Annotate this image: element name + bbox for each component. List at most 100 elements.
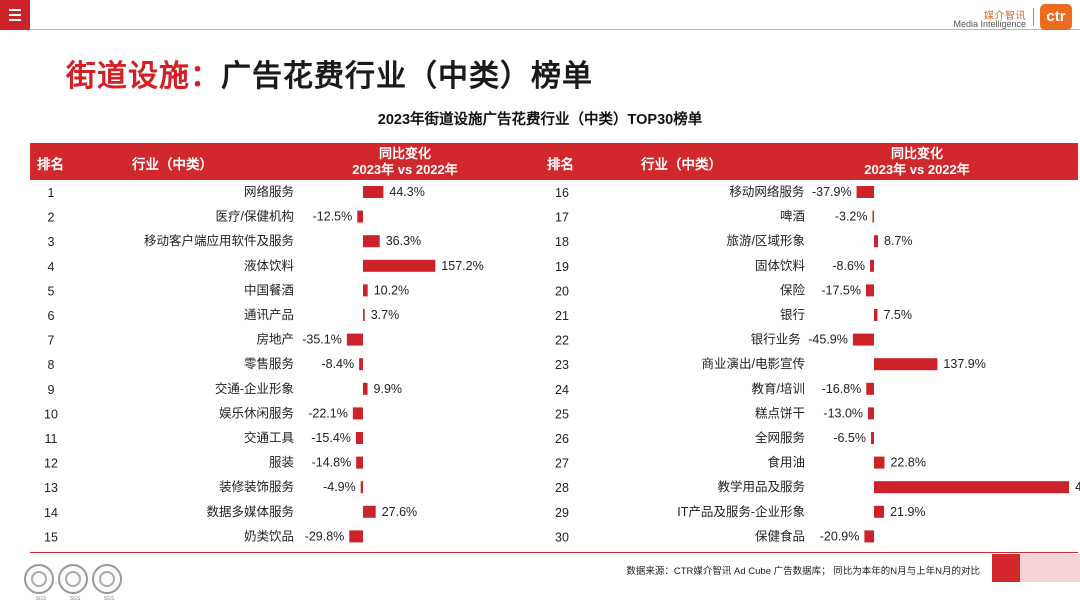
header-rank-right: 排名 (547, 157, 574, 172)
logo-mark: ctr (1040, 4, 1072, 30)
data-label: 21.9% (890, 505, 925, 519)
category-label: 全网服务 (755, 430, 805, 445)
category-label: 医疗/保健机构 (216, 209, 294, 224)
page-title-main: 广告花费行业（中类）榜单 (221, 60, 593, 93)
rank-label: 20 (555, 284, 569, 298)
header-change-right: 同比变化 2023年 vs 2022年 (864, 146, 970, 177)
category-label: 移动客户端应用软件及服务 (144, 233, 294, 248)
bar (360, 481, 363, 494)
data-label: -17.5% (821, 283, 861, 297)
rank-label: 22 (555, 334, 569, 348)
top-divider (30, 29, 1080, 30)
data-label: 157.2% (441, 259, 483, 273)
bar (874, 456, 885, 469)
data-label: -8.4% (321, 357, 354, 371)
data-label: -14.8% (312, 456, 352, 470)
page-title-prefix: 街道设施： (66, 60, 221, 93)
data-label: -37.9% (812, 185, 852, 199)
bar (874, 309, 878, 321)
rank-label: 12 (44, 457, 58, 471)
bar (872, 210, 874, 223)
category-label: 交通工具 (244, 430, 295, 445)
rank-label: 1 (48, 186, 55, 200)
data-label: 10.2% (374, 283, 409, 297)
footer-red-block (992, 554, 1020, 582)
category-label: 教学用品及服务 (717, 479, 805, 494)
category-label: 银行 (780, 308, 805, 322)
data-label: 27.6% (382, 505, 417, 519)
header-industry-left: 行业（中类） (132, 157, 213, 172)
bar (363, 235, 380, 248)
bar (874, 358, 938, 371)
rank-label: 26 (555, 432, 569, 446)
category-label: 移动网络服务 (729, 184, 804, 199)
data-label: -45.9% (808, 333, 848, 347)
category-label: 房地产 (256, 332, 294, 347)
bar (363, 382, 368, 395)
data-label: -12.5% (313, 210, 353, 224)
rank-label: 28 (555, 481, 569, 495)
bar (856, 186, 874, 198)
category-label: 商业演出/电影宣传 (702, 356, 805, 371)
category-label: 液体饮料 (244, 258, 295, 273)
logo-cn-text: 媒介智讯 (984, 11, 1026, 22)
rank-label: 27 (555, 457, 569, 471)
data-label: 3.7% (371, 308, 400, 322)
bar (357, 210, 363, 223)
category-label: 保险 (780, 282, 806, 297)
bar (363, 284, 368, 297)
sgs-badge-icon: SGS (58, 564, 88, 602)
rank-label: 19 (555, 260, 569, 274)
rank-label: 30 (555, 530, 569, 544)
data-label: -22.1% (308, 406, 348, 420)
data-label: -13.0% (823, 406, 863, 420)
rank-label: 7 (48, 334, 55, 348)
category-label: 啤酒 (780, 209, 805, 224)
rank-label: 21 (555, 309, 569, 323)
bar (363, 186, 384, 198)
category-label: 旅游/区域形象 (727, 234, 805, 248)
data-label: 44.3% (389, 185, 424, 199)
data-label: -29.8% (305, 529, 345, 543)
rank-label: 5 (48, 284, 55, 298)
rank-label: 14 (44, 506, 58, 520)
category-label: 教育/培训 (752, 381, 805, 396)
category-label: 交通-企业形象 (215, 381, 294, 396)
certification-badges: SGS SGS SGS (24, 564, 124, 602)
category-label: 奶类饮品 (244, 529, 294, 543)
header-change-left: 同比变化 2023年 vs 2022年 (352, 146, 458, 177)
menu-button[interactable] (0, 0, 30, 30)
logo-en-text: Media Intelligence (953, 19, 1026, 29)
bar (874, 481, 1070, 494)
category-label: 数据多媒体服务 (206, 504, 294, 519)
data-label: -8.6% (832, 259, 865, 273)
bar (874, 505, 885, 518)
rank-label: 24 (555, 383, 569, 397)
hamburger-menu-icon (9, 9, 21, 11)
category-label: 服装 (269, 456, 294, 470)
sgs-badge-icon: SGS (92, 564, 122, 602)
rank-label: 15 (44, 530, 58, 544)
rank-label: 16 (555, 186, 569, 200)
table-header: 排名 行业（中类） 同比变化 2023年 vs 2022年 排名 行业（中类） … (30, 143, 1078, 180)
bar (865, 284, 874, 297)
bar (852, 333, 874, 346)
rank-label: 9 (48, 383, 55, 397)
category-label: 零售服务 (244, 356, 294, 371)
data-label: 137.9% (943, 357, 985, 371)
bar (363, 309, 365, 321)
category-label: 通讯产品 (244, 308, 294, 322)
category-label: 娱乐休闲服务 (219, 405, 294, 420)
data-label: 424.0% (1075, 480, 1080, 494)
data-label: -6.5% (833, 431, 866, 445)
category-label: 食用油 (767, 455, 805, 470)
rank-label: 23 (555, 358, 569, 372)
data-label: 9.9% (374, 382, 403, 396)
bar (870, 259, 874, 272)
data-label: -3.2% (835, 210, 868, 224)
bar (346, 333, 363, 346)
rank-label: 10 (44, 407, 58, 421)
bar (352, 407, 363, 420)
ctr-logo: 媒介智讯 Media Intelligence ctr (932, 3, 1072, 30)
